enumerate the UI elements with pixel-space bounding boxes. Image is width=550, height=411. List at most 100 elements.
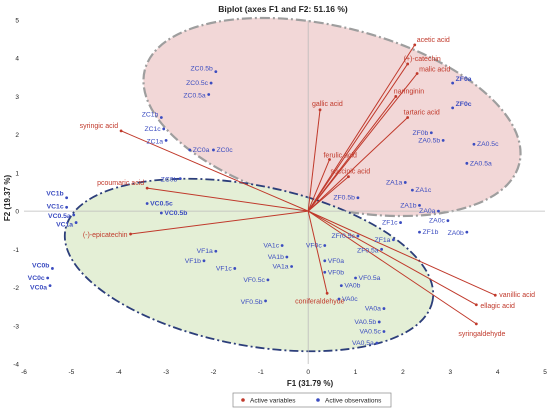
observation-label-vc0-5c: VC0.5c xyxy=(150,200,173,207)
y-tick-label: -4 xyxy=(13,362,19,369)
variable-point-coniferaldehyde xyxy=(325,291,329,295)
observation-point-vf1a xyxy=(214,249,218,253)
y-tick-label: 2 xyxy=(15,132,19,139)
variable-vector-gallic-acid xyxy=(307,109,321,212)
observation-point-zc0a xyxy=(188,148,192,152)
x-tick-label: -4 xyxy=(116,369,122,376)
observation-label-va0a: VA0a xyxy=(365,306,381,313)
variable-label-gallic-acid: gallic acid xyxy=(312,101,343,108)
variable-label-vanillic-acid: vanillic acid xyxy=(499,292,535,299)
chart-title: Biplot (axes F1 and F2: 51.16 %) xyxy=(218,4,348,14)
observation-point-vc0-5a xyxy=(72,213,76,217)
variable-vectors: acetic acid (+)-catechin malic acid naringi… xyxy=(80,37,536,338)
y-tick-label: 1 xyxy=(15,170,19,177)
variable-label-succinic-acid: succinic acid xyxy=(330,169,370,176)
legend-observations-marker xyxy=(316,398,320,402)
observation-label-va1a: VA1a xyxy=(272,264,288,271)
variable-point-vanillic-acid xyxy=(493,293,497,297)
x-tick-label: 0 xyxy=(306,369,310,376)
observation-point-zf0-5a xyxy=(380,247,383,251)
observation-label-vf0-5a: VF0.5a xyxy=(359,275,381,282)
variable-vector-acetic-acid xyxy=(307,44,416,212)
observation-point-vc1b xyxy=(65,196,69,200)
observation-point-vf0-5a xyxy=(354,276,357,280)
observation-label-vf1b: VF1b xyxy=(185,258,201,265)
observation-point-zf1c xyxy=(399,221,402,224)
observation-point-vf1b xyxy=(202,259,206,263)
legend-variables-marker xyxy=(241,398,245,402)
variable-point-acetic-acid xyxy=(413,43,417,47)
observation-label-va0-5b: VA0.5b xyxy=(354,319,376,326)
variable-label-pcoumaric-acid: pcoumaric acid xyxy=(97,180,144,187)
variable-vector-ferulic-acid xyxy=(307,159,330,212)
observation-point-vc0-5b xyxy=(159,211,163,215)
observation-point-va0b xyxy=(339,284,343,288)
x-tick-label: -6 xyxy=(21,369,27,376)
observation-point-za1a xyxy=(403,181,407,184)
observation-point-vc0c xyxy=(46,276,50,280)
observation-point-zf0-5b xyxy=(356,196,360,200)
observation-label-za1b: ZA1b xyxy=(400,202,416,209)
observation-label-za0b: ZA0b xyxy=(448,230,464,237)
x-axis-title: F1 (31.79 %) xyxy=(287,379,334,388)
observation-label-vc0b: VC0b xyxy=(32,262,49,269)
y-tick-label: -2 xyxy=(13,285,19,292)
observation-point-va1b xyxy=(285,255,289,259)
observation-label-zfr0-5c: ZFr0.5c xyxy=(331,233,355,240)
observation-label-zc1c: ZC1c xyxy=(144,126,161,133)
observation-point-zc0c xyxy=(212,148,215,152)
x-tick-label: 5 xyxy=(543,369,547,376)
observation-point-za1b xyxy=(418,203,421,207)
y-tick-label: -3 xyxy=(13,323,19,330)
x-tick-label: 3 xyxy=(448,369,452,376)
legend-box xyxy=(232,392,392,408)
variable-point-syringic-acid xyxy=(119,129,123,133)
observation-point-va0c xyxy=(337,297,341,301)
variable-point-gallic-acid xyxy=(318,108,322,112)
observation-point-va0a xyxy=(382,307,386,310)
ellipse-v-group xyxy=(63,177,435,353)
observation-point-vc0a xyxy=(48,284,52,288)
variable-vector-vanillic-acid xyxy=(307,210,496,296)
observation-point-zf0b xyxy=(429,131,433,135)
observation-label-za1c: ZA1c xyxy=(415,187,431,194)
variable-vector-epicatechin xyxy=(130,210,309,235)
y-tick-label: 5 xyxy=(15,18,19,25)
observation-point-vf0b xyxy=(323,270,327,274)
variable-point-succinic-acid xyxy=(347,175,350,179)
observation-label-va0b: VA0b xyxy=(344,283,360,290)
variable-vector-syringaldehyde xyxy=(307,210,477,325)
observation-points: ZC0.5b ZC0.5c ZC0.5a ZC1b ZC1c ZC1a ZC0a ZC0c ZC… xyxy=(28,66,499,347)
y-tick-label: 3 xyxy=(15,94,19,101)
observation-label-va0-5a: VA0.5a xyxy=(352,340,374,347)
observation-point-va0-5c xyxy=(382,330,386,333)
observation-label-za1a: ZA1a xyxy=(386,179,402,186)
observation-point-zc1a xyxy=(164,139,168,142)
observation-point-zc1c xyxy=(162,127,166,131)
variable-label-acetic-acid: acetic acid xyxy=(417,37,450,44)
observation-label-vc1b: VC1b xyxy=(46,191,63,198)
observation-point-za0-5b xyxy=(441,139,445,142)
observation-label-zc0a: ZC0a xyxy=(193,147,210,154)
observation-label-vc0c: VC0c xyxy=(28,275,45,282)
observation-label-vc0-5b: VC0.5b xyxy=(164,210,187,217)
legend-observations-label: Active observations xyxy=(325,398,382,405)
observation-label-zc0-5a: ZC0.5a xyxy=(183,93,206,100)
observation-point-zc0-5b xyxy=(214,70,218,73)
y-axis-title: F2 (19.37 %) xyxy=(3,175,12,222)
observation-point-za0c xyxy=(446,219,450,223)
variable-point-syringaldehyde xyxy=(474,322,478,326)
observation-label-vc1c: VC1c xyxy=(47,203,64,210)
variable-label-epicatechin: (-)-epicatechin xyxy=(83,232,128,239)
variable-vector-malic-acid xyxy=(307,73,418,212)
observation-point-vf1c xyxy=(233,267,237,270)
observation-point-zf1a xyxy=(392,238,395,242)
observation-point-zf0c xyxy=(451,106,455,110)
observation-point-za0b xyxy=(465,230,469,234)
variable-label-syringic-acid: syringic acid xyxy=(80,123,119,130)
observation-point-vf0-5c xyxy=(266,278,270,282)
observation-label-vf0b: VF0b xyxy=(328,269,344,276)
x-tick-label: 2 xyxy=(401,369,405,376)
observation-point-vc0-5c xyxy=(145,202,149,205)
variable-label-malic-acid: malic acid xyxy=(419,67,450,74)
